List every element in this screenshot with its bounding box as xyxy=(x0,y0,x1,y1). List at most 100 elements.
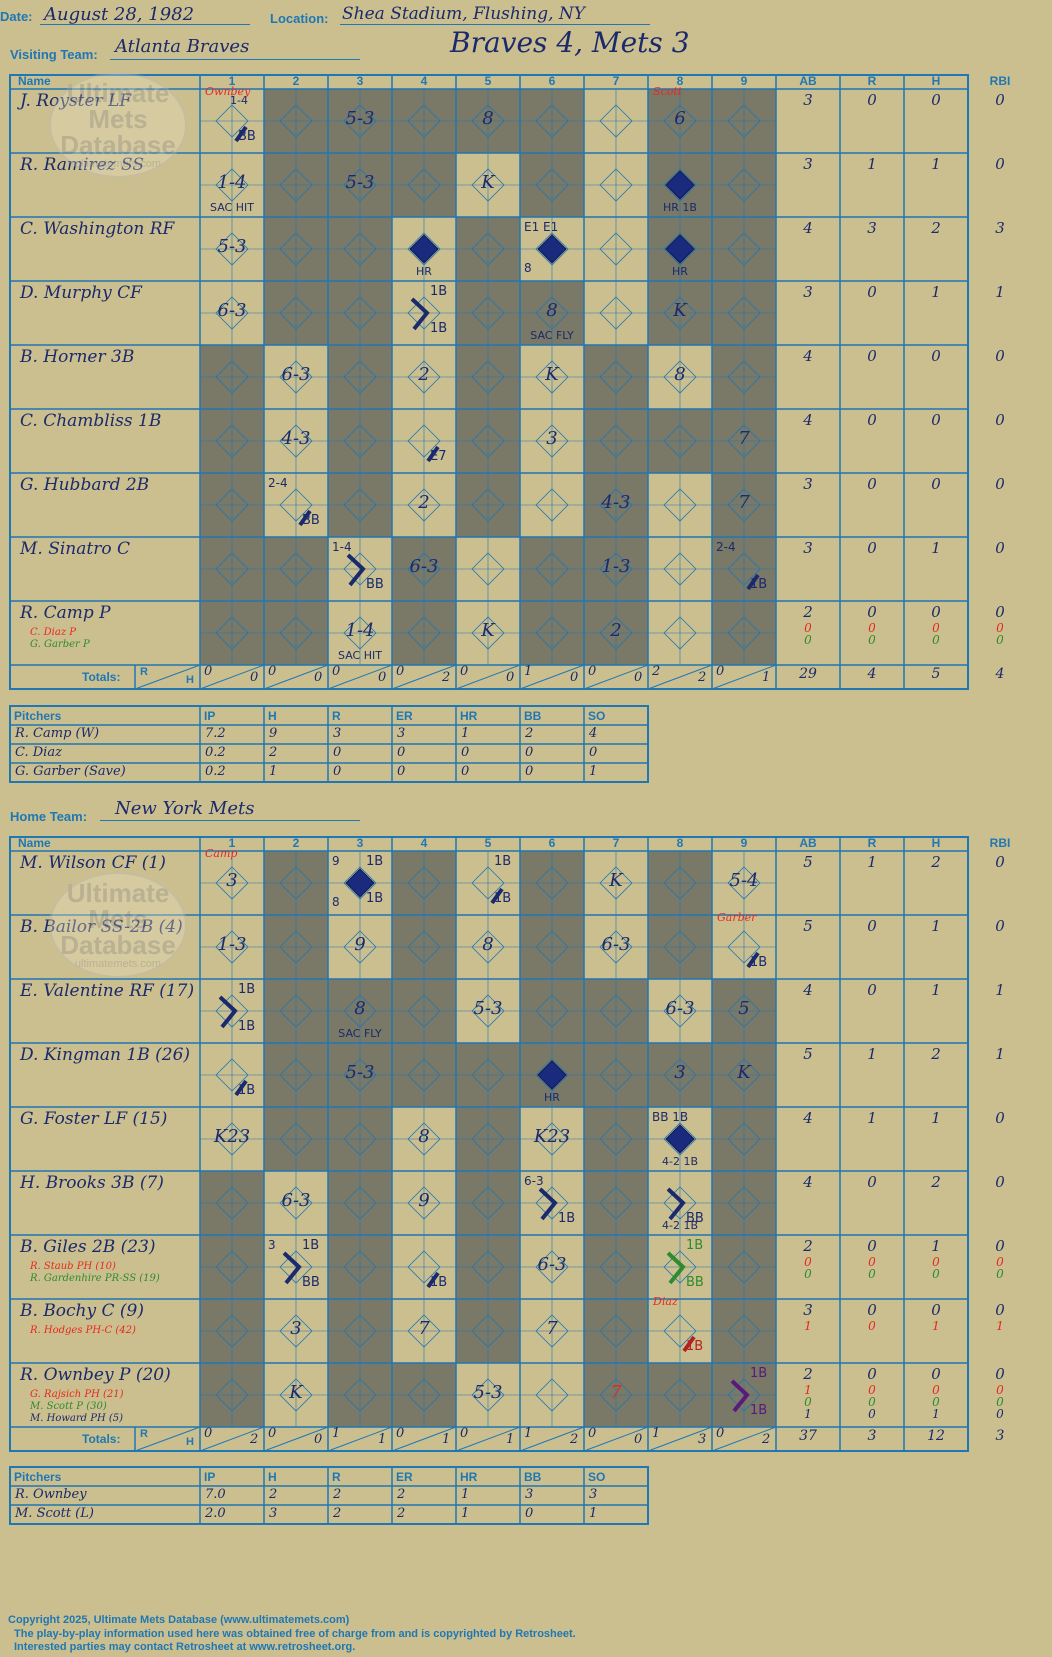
visitors-play-bottom-note: SAC FLY xyxy=(530,329,574,342)
home-header-inning-8: 8 xyxy=(676,836,684,850)
visitors-inning-runs: 0 xyxy=(332,664,341,679)
home-pitchers-box xyxy=(9,1466,649,1525)
visitors-play-result: 5-3 xyxy=(217,236,247,257)
home-run-scored-diamond xyxy=(665,1124,695,1154)
visitors-pitcher-cell: C. Diaz xyxy=(15,745,62,760)
visitors-inning-runs: 0 xyxy=(460,664,469,679)
home-inning-hits: 1 xyxy=(442,1432,451,1447)
visitors-play-result: 1-3 xyxy=(601,556,631,577)
home-player-stat: 2 xyxy=(931,1045,941,1063)
visitors-inning-hits: 0 xyxy=(570,670,579,685)
home-sub-name: G. Rajsich PH (21) xyxy=(30,1389,124,1400)
home-play-result: 8 xyxy=(482,934,494,955)
home-play-result: 6-3 xyxy=(281,1190,311,1211)
visitors-pitcher-cell: 1 xyxy=(589,764,598,779)
visitors-play-result: 2 xyxy=(610,620,622,641)
home-player-stat: 4 xyxy=(803,1109,813,1127)
home-play-top-side-note: 1B xyxy=(494,854,512,869)
visitors-play-result: 1-4 xyxy=(345,620,375,641)
visitors-play-result: 5-3 xyxy=(345,172,375,193)
visitors-player-stat: 0 xyxy=(867,539,877,557)
home-player-stat: 4 xyxy=(803,981,813,999)
visitors-pitcher-cell: 0 xyxy=(397,745,406,760)
visitors-pitcher-cell: 2 xyxy=(525,726,534,741)
home-play-result: 6-3 xyxy=(601,934,631,955)
visitors-play-side-note: 1B xyxy=(750,577,768,592)
visitors-header-name: Name xyxy=(18,74,51,88)
visitors-player-stat: 3 xyxy=(803,539,813,557)
home-player-stat: 0 xyxy=(867,981,877,999)
footer-copyright: Copyright 2025, Ultimate Mets Database (… xyxy=(8,1614,350,1626)
home-play-top-note: BB 1B xyxy=(652,1110,689,1124)
home-player-stat: 1 xyxy=(867,1045,877,1063)
visitors-pitcher-cell: 0 xyxy=(525,745,534,760)
home-pitching-change-note: Camp xyxy=(205,847,238,860)
home-player-stat: 5 xyxy=(803,853,813,871)
visitors-player-stat: 0 xyxy=(867,283,877,301)
home-pitcher-cell: 3 xyxy=(525,1487,534,1502)
visitors-game-total: 4 xyxy=(995,666,1005,682)
home-inning-total-diag xyxy=(583,1426,649,1452)
visitors-player-stat: 0 xyxy=(995,347,1005,365)
home-basepath xyxy=(426,1271,440,1289)
watermark-url: ultimatemets.com xyxy=(74,958,162,970)
home-play-side-note: 1B xyxy=(494,891,512,906)
visitors-pitcher-cell: 7.2 xyxy=(205,726,226,741)
visitors-basepath xyxy=(426,445,440,463)
visitors-player-stat: 0 xyxy=(931,475,941,493)
visitors-play-result: K xyxy=(673,300,687,321)
home-play-bottom-note: 4-2 1B xyxy=(661,1155,698,1168)
home-inning-total-diag xyxy=(455,1426,521,1452)
home-play-side-note: 1B xyxy=(366,891,384,906)
visitors-pitcher-cell: R. Camp (W) xyxy=(15,726,100,741)
date-label: Date: xyxy=(0,9,33,24)
home-play-side-note: 1B xyxy=(750,955,768,970)
watermark-url: ultimatemets.com xyxy=(74,158,162,170)
home-play-result: K xyxy=(289,1382,303,1403)
visitors-pitcher-cell: G. Garber (Save) xyxy=(15,764,126,779)
home-play-bottom-note: SAC FLY xyxy=(338,1027,382,1040)
home-sub-name: R. Hodges PH-C (42) xyxy=(30,1325,136,1336)
home-pitcher-cell: 2 xyxy=(333,1487,342,1502)
visitors-player-name: D. Murphy CF xyxy=(20,283,142,303)
home-sub-stat: 1 xyxy=(932,1407,940,1421)
home-play-top-note: 6-3 xyxy=(524,1174,544,1188)
visitors-play-result: K xyxy=(481,620,495,641)
visitors-header-h: H xyxy=(931,74,941,88)
home-team-name: New York Mets xyxy=(115,798,255,819)
home-play-result: 5-3 xyxy=(473,998,503,1019)
visitors-header-inning-7: 7 xyxy=(612,74,620,88)
watermark-visitors: Ultimate Mets Database ultimatemets.com xyxy=(48,70,188,180)
home-sub-stat: 0 xyxy=(868,1267,876,1281)
home-player-stat: 0 xyxy=(995,1301,1005,1319)
home-play-result: 8 xyxy=(418,1126,430,1147)
home-sub-stat: 0 xyxy=(868,1255,876,1269)
home-play-side-note: BB xyxy=(302,1275,320,1290)
visitors-player-stat: 3 xyxy=(803,283,813,301)
home-game-total: 3 xyxy=(867,1428,877,1444)
home-sub-stat: 0 xyxy=(932,1395,940,1409)
home-inning-runs: 1 xyxy=(524,1426,533,1441)
home-sub-stat: 0 xyxy=(804,1395,812,1409)
home-play-result: 9 xyxy=(354,934,366,955)
visitors-inning-hits: 1 xyxy=(762,670,771,685)
visitors-play-result: 5-3 xyxy=(345,108,375,129)
visitors-pitcher-cell: 4 xyxy=(589,726,598,741)
home-sub-stat: 1 xyxy=(996,1319,1004,1333)
game-result: Braves 4, Mets 3 xyxy=(450,26,690,59)
home-play-result: 9 xyxy=(418,1190,430,1211)
home-inning-runs: 0 xyxy=(588,1426,597,1441)
visitors-box xyxy=(9,74,969,690)
home-sub-stat: 0 xyxy=(804,1267,812,1281)
visitors-run-scored-diamond xyxy=(665,170,695,200)
home-sub-name: R. Staub PH (10) xyxy=(30,1261,116,1272)
home-player-stat: 5 xyxy=(803,1045,813,1063)
visitors-player-stat: 0 xyxy=(995,475,1005,493)
visitors-player-stat: 3 xyxy=(995,219,1005,237)
visitors-pitchers-header: ER xyxy=(396,709,413,723)
home-play-result: 5-3 xyxy=(473,1382,503,1403)
home-player-stat: 3 xyxy=(803,1301,813,1319)
home-player-stat: 0 xyxy=(931,1365,941,1383)
visitors-play-result: 4-3 xyxy=(601,492,631,513)
visitors-player-stat: 3 xyxy=(867,219,877,237)
